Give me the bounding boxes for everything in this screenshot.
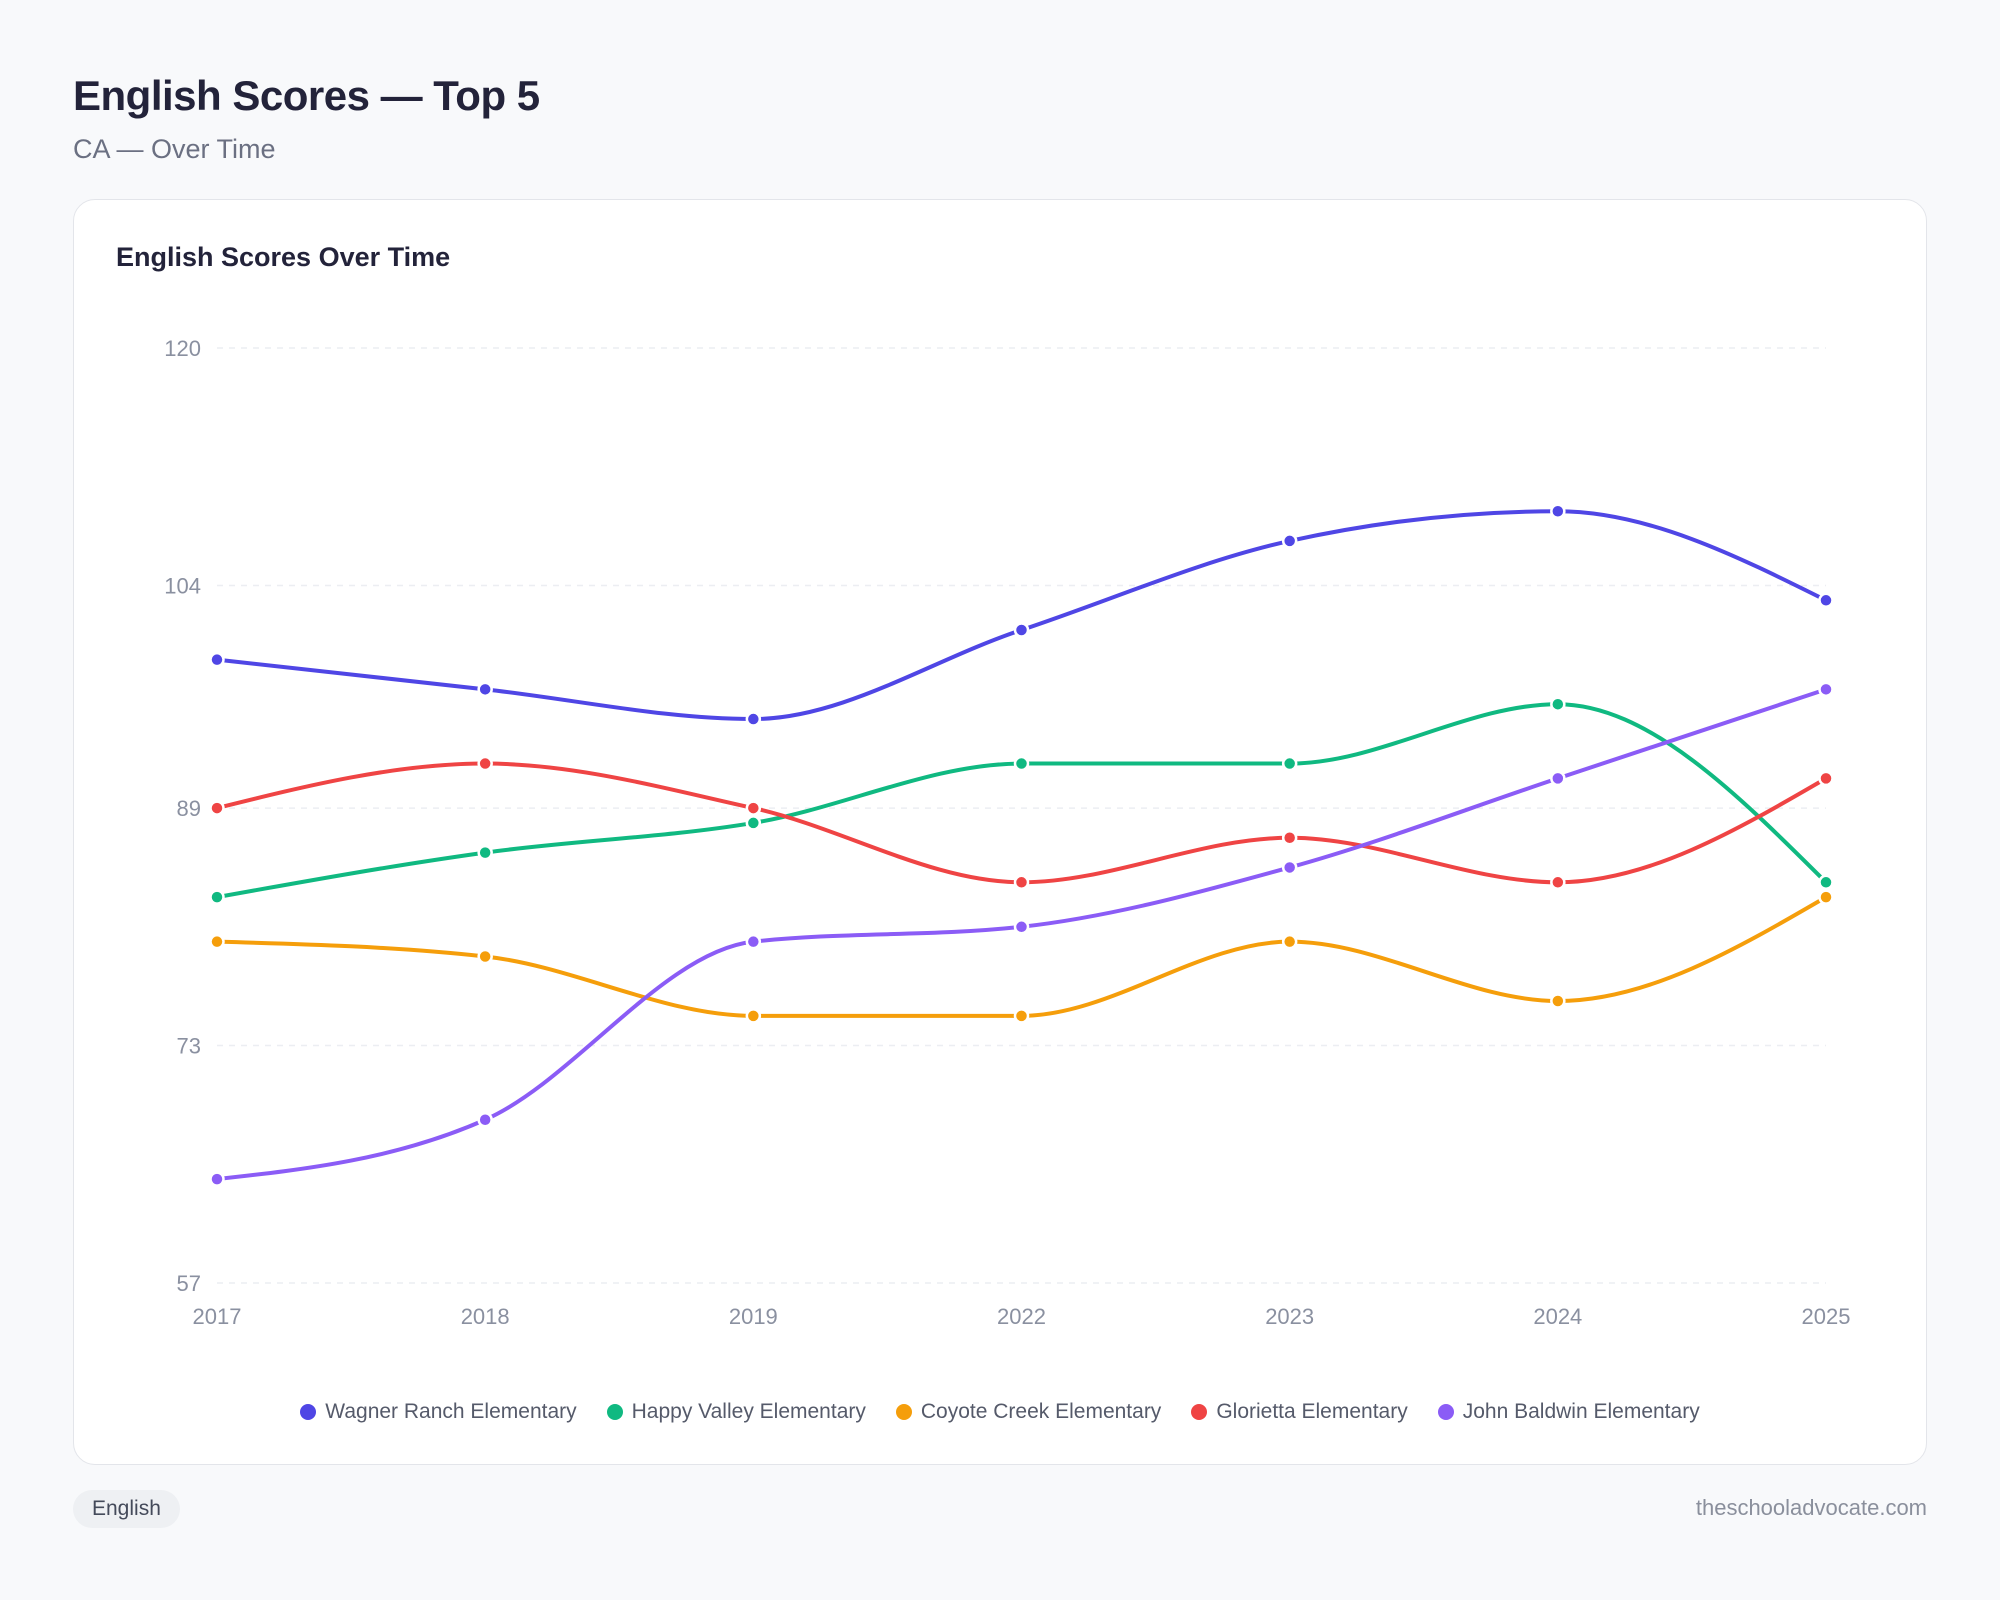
legend-item[interactable]: Glorietta Elementary (1191, 1400, 1408, 1424)
x-tick-label: 2017 (193, 1304, 242, 1329)
data-point (1281, 533, 1298, 549)
data-point (1550, 874, 1566, 891)
data-point (209, 651, 225, 668)
data-point (1281, 830, 1298, 846)
legend-dot-icon (895, 1404, 912, 1420)
data-point (1818, 681, 1834, 698)
subject-tag[interactable]: English (73, 1490, 180, 1528)
data-point (209, 933, 225, 950)
series-line-1 (216, 702, 1828, 900)
legend: Wagner Ranch Elementary Happy Valley Elem… (74, 1400, 1926, 1424)
y-tick-label: 120 (164, 336, 201, 361)
chart-title: English Scores Over Time (116, 242, 451, 272)
data-point (745, 815, 762, 831)
data-point (1013, 622, 1030, 638)
x-tick-label: 2024 (1533, 1304, 1582, 1329)
data-point (1550, 993, 1566, 1009)
legend-item[interactable]: John Baldwin Elementary (1437, 1400, 1700, 1424)
x-tick-label: 2023 (1265, 1304, 1314, 1329)
data-point (745, 800, 762, 816)
data-point (1013, 1008, 1030, 1024)
x-tick-label: 2022 (997, 1304, 1046, 1329)
data-point (1818, 770, 1834, 787)
data-point (209, 800, 225, 816)
data-point (477, 948, 493, 965)
legend-label: Coyote Creek Elementary (920, 1400, 1162, 1423)
legend-label: Happy Valley Elementary (631, 1400, 866, 1423)
data-point (1013, 874, 1030, 891)
y-tick-label: 73 (177, 1034, 201, 1059)
data-point (1818, 592, 1834, 609)
data-point (1818, 874, 1834, 891)
x-tick-label: 2019 (729, 1304, 778, 1329)
data-point (1818, 889, 1834, 905)
site-link[interactable]: theschooladvocate.com (1695, 1495, 1927, 1520)
x-tick-label: 2018 (461, 1304, 510, 1329)
page-title: English Scores — Top 5 (73, 72, 540, 119)
page-subtitle: CA — Over Time (73, 134, 276, 164)
legend-label: Glorietta Elementary (1216, 1400, 1408, 1423)
legend-item[interactable]: Wagner Ranch Elementary (300, 1400, 577, 1424)
legend-dot-icon (606, 1404, 623, 1420)
data-point (209, 1171, 225, 1187)
data-point (1013, 919, 1030, 935)
data-point (745, 1008, 762, 1024)
data-point (1550, 696, 1566, 712)
legend-label: John Baldwin Elementary (1462, 1400, 1700, 1423)
legend-label: Wagner Ranch Elementary (325, 1400, 577, 1423)
series-line-2 (216, 895, 1828, 1018)
data-point (1550, 503, 1566, 520)
data-point (1281, 933, 1298, 950)
data-point (477, 755, 493, 772)
data-point (745, 933, 762, 950)
y-tick-label: 89 (177, 796, 201, 821)
data-point (477, 1111, 493, 1128)
data-point (477, 844, 493, 861)
line-chart: 57 73 89 104 120 2017 2018 2019 2022 2023 2024 2025 (164, 336, 1851, 1329)
data-point (745, 711, 762, 727)
chart-card: English Scores Over Time 57 73 89 104 120 201… (73, 199, 1927, 1465)
legend-dot-icon (1437, 1404, 1454, 1420)
data-point (1013, 755, 1030, 772)
x-tick-label: 2025 (1802, 1304, 1851, 1329)
data-point (1281, 755, 1298, 772)
data-point (209, 889, 225, 905)
data-point (1550, 770, 1566, 787)
legend-item[interactable]: Coyote Creek Elementary (895, 1400, 1162, 1424)
data-point (1281, 859, 1298, 876)
series-line-0 (216, 509, 1827, 722)
series-line-3 (216, 761, 1828, 885)
legend-dot-icon (300, 1404, 317, 1420)
y-tick-label: 57 (177, 1271, 201, 1296)
data-point (477, 681, 493, 698)
legend-item[interactable]: Happy Valley Elementary (606, 1400, 866, 1424)
legend-dot-icon (1191, 1404, 1208, 1420)
y-tick-label: 104 (164, 573, 201, 598)
